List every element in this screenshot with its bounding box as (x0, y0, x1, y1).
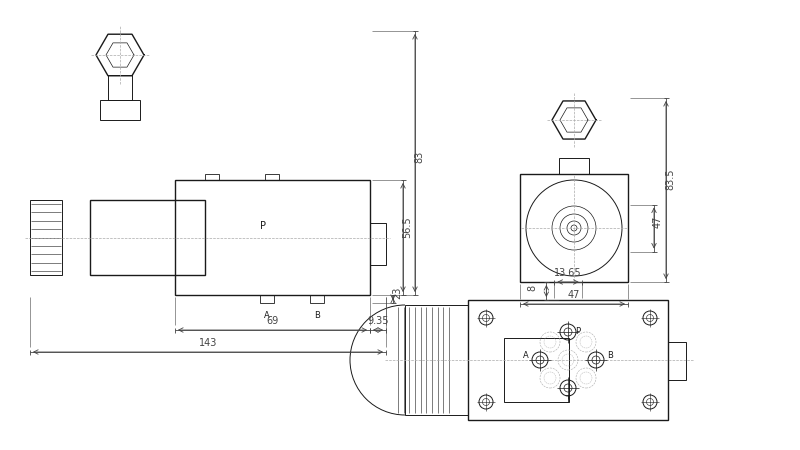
Text: 13.65: 13.65 (554, 268, 582, 278)
Bar (504, 338, 569, 402)
Bar (260, 295, 274, 303)
Bar (370, 223, 386, 265)
Text: 143: 143 (199, 338, 217, 348)
Text: 83: 83 (414, 151, 424, 163)
Bar (108, 75, 132, 100)
Text: 47: 47 (568, 290, 580, 300)
Bar (405, 305, 468, 415)
Text: P: P (260, 221, 266, 231)
Bar (668, 342, 686, 380)
Text: T: T (566, 396, 570, 405)
Bar (310, 295, 324, 303)
Bar (100, 100, 140, 120)
Bar (520, 174, 628, 282)
Text: A: A (523, 351, 529, 360)
Bar (175, 180, 370, 295)
Bar (559, 158, 589, 174)
Bar (205, 174, 219, 180)
Text: 69: 69 (266, 316, 278, 326)
Bar (90, 200, 205, 275)
Text: 8: 8 (527, 285, 538, 291)
Text: 9.35: 9.35 (367, 316, 389, 326)
Text: 23: 23 (392, 287, 402, 299)
Text: 83.5: 83.5 (665, 168, 675, 190)
Bar (265, 174, 279, 180)
Bar (468, 300, 668, 420)
Text: 47: 47 (653, 216, 663, 228)
Bar (30, 200, 62, 275)
Text: 56.5: 56.5 (402, 216, 412, 238)
Text: P: P (575, 328, 581, 337)
Text: A: A (264, 311, 270, 320)
Text: B: B (314, 311, 320, 320)
Text: B: B (607, 351, 613, 360)
